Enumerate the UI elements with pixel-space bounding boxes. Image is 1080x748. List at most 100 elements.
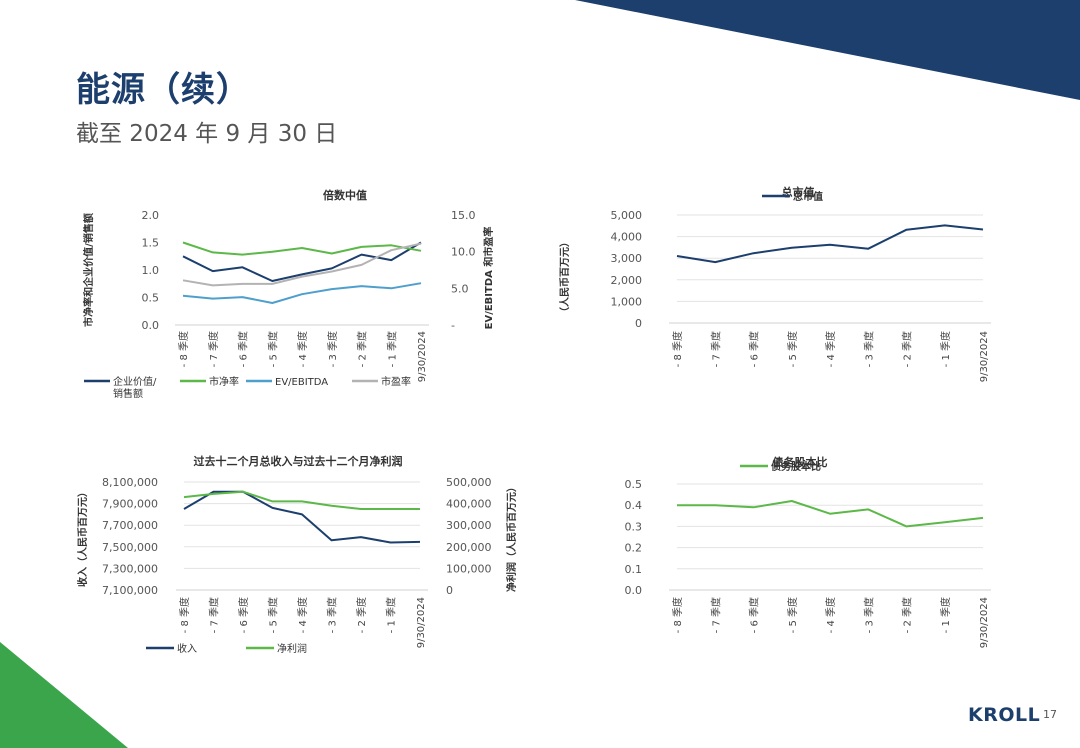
y2-axis-title: EV/EBITDA 和市盈率 xyxy=(482,227,495,330)
y2-tick-label: - xyxy=(451,319,455,332)
x-tick-label: - 3 季度 xyxy=(862,331,875,367)
x-tick-label: - 2 季度 xyxy=(355,597,368,633)
x-tick-label: - 2 季度 xyxy=(356,331,369,367)
series-line xyxy=(183,490,421,544)
y-tick-label: 2,000 xyxy=(611,274,643,287)
y-tick-label: 7,500,000 xyxy=(102,541,158,554)
x-tick-label: - 8 季度 xyxy=(178,597,191,633)
x-tick-label: - 4 季度 xyxy=(296,597,309,633)
y2-tick-label: 400,000 xyxy=(446,498,492,511)
y2-tick-label: 5.0 xyxy=(451,282,469,295)
y-tick-label: 2.0 xyxy=(142,209,160,222)
y2-tick-label: 500,000 xyxy=(446,476,492,489)
x-tick-label: - 5 季度 xyxy=(267,597,280,633)
x-tick-label: - 3 季度 xyxy=(326,331,339,367)
y-tick-label: 8,100,000 xyxy=(102,476,158,489)
y-tick-label: 0.0 xyxy=(625,584,643,597)
x-tick-label: - 5 季度 xyxy=(786,597,799,633)
series-line xyxy=(676,224,984,264)
y-tick-label: 1,000 xyxy=(611,295,643,308)
legend-label: 企业价值/ xyxy=(113,375,157,388)
y2-axis-title: 净利润（人民币百万元） xyxy=(505,482,518,592)
y2-tick-label: 200,000 xyxy=(446,541,492,554)
x-tick-label: - 6 季度 xyxy=(748,597,761,633)
x-tick-label: 9/30/2024 xyxy=(979,597,990,648)
y-tick-label: 0.3 xyxy=(625,520,643,533)
series-line xyxy=(182,241,422,256)
legend-label: 市净率 xyxy=(209,375,239,388)
page-number: 17 xyxy=(1043,708,1057,721)
chart-title: 过去十二个月总收入与过去十二个月净利润 xyxy=(194,454,403,468)
x-tick-label: - 7 季度 xyxy=(207,331,220,367)
x-tick-label: - 1 季度 xyxy=(939,331,952,367)
legend-label: 市盈率 xyxy=(381,375,411,388)
y-tick-label: 7,700,000 xyxy=(102,519,158,532)
y2-tick-label: 100,000 xyxy=(446,562,492,575)
x-tick-label: - 6 季度 xyxy=(237,597,250,633)
series-line xyxy=(182,242,422,287)
y-tick-label: 3,000 xyxy=(611,252,643,265)
x-tick-label: - 2 季度 xyxy=(901,331,914,367)
x-tick-label: - 7 季度 xyxy=(709,331,722,367)
x-tick-label: - 7 季度 xyxy=(208,597,221,633)
x-tick-label: - 5 季度 xyxy=(786,331,799,367)
x-tick-label: - 4 季度 xyxy=(296,331,309,367)
series-line xyxy=(182,282,422,304)
x-tick-label: - 8 季度 xyxy=(671,331,684,367)
y-tick-label: 0.4 xyxy=(625,499,643,512)
y2-tick-label: 300,000 xyxy=(446,519,492,532)
y-tick-label: 5,000 xyxy=(611,209,643,222)
series-line xyxy=(677,500,984,528)
y-tick-label: 0.5 xyxy=(142,292,160,305)
x-tick-label: - 4 季度 xyxy=(824,597,837,633)
x-tick-label: - 4 季度 xyxy=(824,331,837,367)
series-line xyxy=(183,490,420,510)
x-tick-label: - 6 季度 xyxy=(748,331,761,367)
y-tick-label: 1.0 xyxy=(142,264,160,277)
chart-title: 倍数中值 xyxy=(323,188,367,202)
y-tick-label: 0.1 xyxy=(625,563,643,576)
x-tick-label: 9/30/2024 xyxy=(417,331,428,382)
y-tick-label: 0.0 xyxy=(142,319,160,332)
x-tick-label: - 3 季度 xyxy=(862,597,875,633)
x-tick-label: - 8 季度 xyxy=(177,331,190,367)
y2-tick-label: 15.0 xyxy=(451,209,476,222)
x-tick-label: 9/30/2024 xyxy=(979,331,990,382)
x-tick-label: - 1 季度 xyxy=(385,597,398,633)
x-tick-label: 9/30/2024 xyxy=(416,597,427,648)
x-tick-label: - 3 季度 xyxy=(326,597,339,633)
legend-label: 总市值 xyxy=(793,190,823,203)
x-tick-label: - 1 季度 xyxy=(385,331,398,367)
series-line xyxy=(182,241,422,282)
x-tick-label: - 8 季度 xyxy=(671,597,684,633)
y-axis-title: 市净率和企业价值/销售额 xyxy=(82,213,95,327)
y-axis-title: （人民币百万元） xyxy=(558,237,571,317)
y-tick-label: 7,900,000 xyxy=(102,498,158,511)
y-tick-label: 0.5 xyxy=(625,478,643,491)
y2-tick-label: 10.0 xyxy=(451,246,476,259)
kroll-logo: KROLL xyxy=(968,704,1041,726)
y-tick-label: 0.2 xyxy=(625,542,643,555)
legend-label: 债务股本比 xyxy=(771,460,821,473)
y-tick-label: 0 xyxy=(635,317,642,330)
x-tick-label: - 6 季度 xyxy=(237,331,250,367)
y-tick-label: 7,100,000 xyxy=(102,584,158,597)
y-tick-label: 4,000 xyxy=(611,231,643,244)
legend-label: EV/EBITDA xyxy=(275,377,328,388)
x-tick-label: - 1 季度 xyxy=(939,597,952,633)
x-tick-label: - 7 季度 xyxy=(709,597,722,633)
y-tick-label: 7,300,000 xyxy=(102,562,158,575)
chart-title: 债务股本比 xyxy=(773,455,828,469)
legend-label: 收入 xyxy=(177,642,197,655)
page-title: 能源（续） xyxy=(76,70,251,110)
legend-label: 销售额 xyxy=(113,387,143,400)
x-tick-label: - 5 季度 xyxy=(266,331,279,367)
y2-tick-label: 0 xyxy=(446,584,453,597)
y-tick-label: 1.5 xyxy=(142,237,160,250)
y-axis-title: 收入（人民币百万元） xyxy=(76,487,89,587)
